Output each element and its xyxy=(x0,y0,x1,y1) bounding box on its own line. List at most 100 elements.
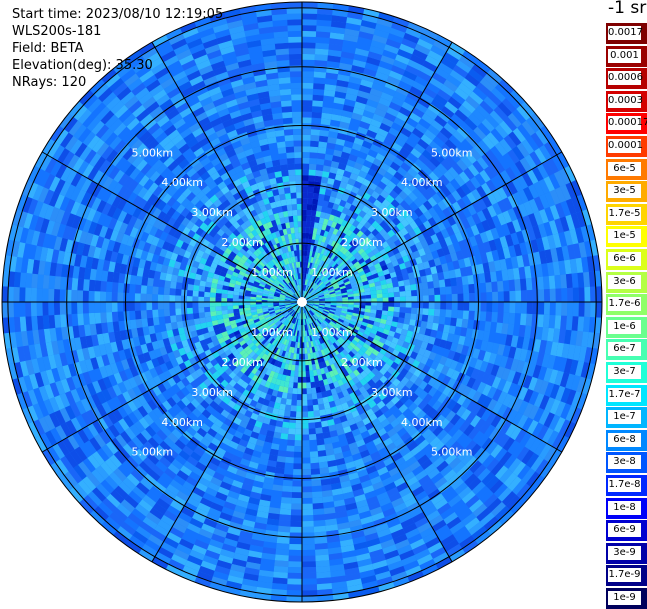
field-cell xyxy=(302,175,309,181)
field-cell xyxy=(486,292,492,302)
field-cell xyxy=(302,204,307,210)
field-cell xyxy=(117,292,123,302)
field-cell xyxy=(233,302,239,306)
field-cell xyxy=(136,276,143,285)
field-cell xyxy=(302,440,310,446)
field-cell xyxy=(435,295,441,302)
field-cell xyxy=(297,210,302,216)
field-cell xyxy=(308,187,314,193)
field-cell xyxy=(319,467,329,474)
field-cell xyxy=(112,292,118,302)
field-cell xyxy=(298,377,302,383)
field-cell xyxy=(164,316,171,324)
field-cell xyxy=(468,284,474,293)
field-cell xyxy=(281,497,292,504)
field-cell xyxy=(526,278,533,290)
field-cell xyxy=(298,221,302,227)
field-cell xyxy=(308,422,315,428)
field-cell xyxy=(302,458,310,464)
field-cell xyxy=(382,293,388,298)
field-cell xyxy=(297,204,302,210)
field-cell xyxy=(295,435,302,441)
field-cell xyxy=(297,383,302,389)
field-cell xyxy=(297,388,302,394)
field-cell xyxy=(313,509,324,516)
field-cell xyxy=(277,537,290,544)
field-cell xyxy=(94,291,100,302)
field-cell xyxy=(83,302,89,313)
field-cell xyxy=(288,382,293,388)
field-cell xyxy=(216,310,222,315)
field-cell xyxy=(302,400,307,406)
field-cell xyxy=(296,187,302,193)
field-cell xyxy=(136,319,143,328)
field-cell xyxy=(394,292,400,297)
field-cell xyxy=(307,204,312,210)
field-cell xyxy=(321,421,328,428)
field-cell xyxy=(210,302,216,307)
field-cell xyxy=(440,309,446,317)
field-cell xyxy=(292,204,297,210)
field-cell xyxy=(365,295,371,299)
field-cell xyxy=(135,285,141,294)
field-cell xyxy=(520,313,527,325)
field-cell xyxy=(170,315,177,322)
field-cell xyxy=(278,526,290,533)
field-cell xyxy=(306,371,310,377)
field-cell xyxy=(83,313,90,325)
field-cell xyxy=(409,278,416,285)
field-cell xyxy=(277,456,286,463)
field-cell xyxy=(457,310,463,319)
field-cell xyxy=(286,152,294,158)
field-cell xyxy=(293,382,298,388)
field-cell xyxy=(308,175,315,181)
field-cell xyxy=(481,302,487,312)
field-cell xyxy=(480,311,486,321)
field-cell xyxy=(383,302,389,307)
field-cell xyxy=(421,321,428,328)
field-cell xyxy=(312,491,323,498)
field-cell xyxy=(135,302,141,311)
field-cell xyxy=(288,428,295,434)
field-cell xyxy=(521,302,527,314)
field-cell xyxy=(233,295,239,299)
field-cell xyxy=(295,169,302,175)
field-cell xyxy=(309,164,317,170)
field-cell xyxy=(221,302,227,306)
field-cell xyxy=(89,302,95,313)
field-cell xyxy=(290,71,302,77)
field-cell xyxy=(177,276,184,283)
field-cell xyxy=(302,429,309,435)
field-cell xyxy=(393,312,399,318)
field-cell xyxy=(294,140,302,146)
field-cell xyxy=(293,135,302,141)
field-cell xyxy=(497,312,504,323)
field-cell xyxy=(504,302,510,313)
field-cell xyxy=(193,285,199,291)
field-cell xyxy=(293,469,302,475)
field-cell xyxy=(538,289,544,302)
field-cell xyxy=(371,302,377,306)
field-cell xyxy=(315,176,322,183)
field-cell xyxy=(198,307,204,313)
field-cell xyxy=(302,509,313,515)
field-cell xyxy=(302,112,312,118)
field-cell xyxy=(428,309,434,316)
field-cell xyxy=(307,394,312,400)
field-cell xyxy=(291,515,302,521)
field-cell xyxy=(302,140,310,146)
field-cell xyxy=(227,294,233,298)
field-cell xyxy=(311,468,320,474)
field-cell xyxy=(280,95,291,102)
field-cell xyxy=(302,221,306,227)
field-cell xyxy=(410,284,416,291)
field-cell xyxy=(279,514,291,521)
field-cell xyxy=(187,313,193,320)
field-cell xyxy=(294,146,302,152)
field-cell xyxy=(106,312,113,323)
field-cell xyxy=(538,302,544,315)
field-cell xyxy=(458,294,464,302)
field-cell xyxy=(153,279,160,287)
field-cell xyxy=(310,146,318,152)
field-cell xyxy=(292,106,302,112)
